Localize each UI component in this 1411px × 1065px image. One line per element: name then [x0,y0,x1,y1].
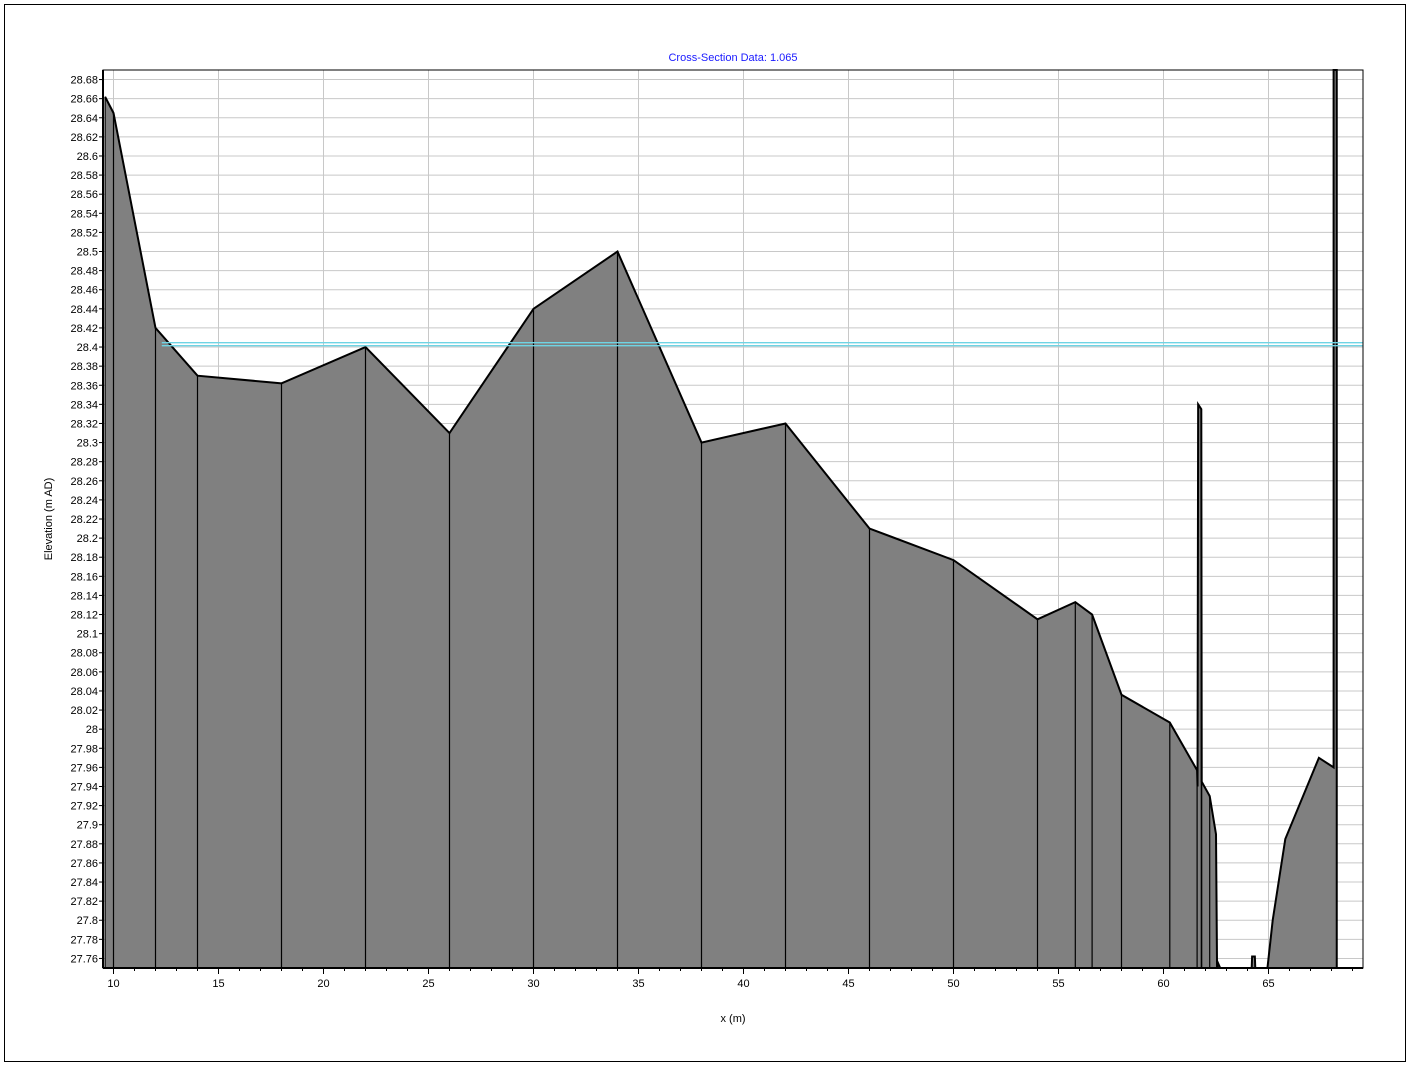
y-tick-label: 28.3 [77,438,98,450]
y-tick-label: 28.58 [70,170,98,182]
cross-section-outline [104,69,1338,969]
x-tick-label: 65 [1262,978,1274,990]
y-tick-label: 28.26 [70,476,98,488]
y-tick-label: 28.56 [70,189,98,201]
y-tick-label: 28.12 [70,610,98,622]
y-tick-label: 28.62 [70,132,98,144]
x-tick-label: 25 [422,978,434,990]
x-tick-label: 55 [1052,978,1064,990]
y-tick-label: 28.64 [70,113,98,125]
y-tick-label: 28.02 [70,705,98,717]
y-tick-label: 28.46 [70,285,98,297]
x-axis-label: x (m) [720,1013,745,1025]
y-tick-label: 28.5 [77,247,98,259]
x-tick-label: 15 [212,978,224,990]
y-tick-label: 28.04 [70,686,98,698]
y-tick-label: 27.9 [77,820,98,832]
y-tick-label: 28.2 [77,533,98,545]
x-tick-label: 20 [317,978,329,990]
x-tick-label: 40 [737,978,749,990]
y-tick-label: 27.82 [70,896,98,908]
x-tick-label: 45 [842,978,854,990]
y-tick-label: 28.44 [70,304,98,316]
y-tick-label: 28 [86,724,98,736]
x-tick-label: 60 [1157,978,1169,990]
y-tick-label: 28.08 [70,648,98,660]
y-tick-label: 28.06 [70,667,98,679]
y-tick-label: 28.42 [70,323,98,335]
y-tick-label: 28.18 [70,552,98,564]
y-tick-label: 27.76 [70,953,98,965]
x-tick-label: 10 [107,978,119,990]
y-tick-label: 28.16 [70,571,98,583]
y-tick-label: 28.28 [70,457,98,469]
water-level [161,342,1363,347]
x-axis-ticks: 10 15 20 25 30 35 40 45 50 55 60 65 [107,968,1353,990]
y-tick-label: 27.86 [70,858,98,870]
y-tick-label: 28.6 [77,151,98,163]
y-tick-label: 28.68 [70,75,98,87]
y-tick-label: 28.52 [70,227,98,239]
y-tick-label: 27.92 [70,801,98,813]
chart-title: Cross-Section Data: 1.065 [668,52,797,64]
y-tick-label: 27.84 [70,877,98,889]
y-tick-label: 28.32 [70,418,98,430]
y-tick-label: 28.66 [70,94,98,106]
y-axis-ticks: 28.68 28.66 28.64 28.62 28.6 28.58 28.56 28.54 2… [70,75,103,965]
x-tick-label: 50 [947,978,959,990]
y-tick-label: 28.24 [70,495,98,507]
y-tick-label: 28.54 [70,208,98,220]
y-tick-label: 28.48 [70,266,98,278]
cross-section-fill [105,70,1337,968]
x-tick-label: 35 [632,978,644,990]
y-tick-label: 27.88 [70,839,98,851]
cross-section-area [104,69,1338,969]
y-tick-label: 28.34 [70,399,98,411]
y-tick-label: 28.36 [70,380,98,392]
y-tick-label: 27.94 [70,781,98,793]
y-axis-label: Elevation (m AD) [43,478,55,561]
y-tick-label: 28.38 [70,361,98,373]
y-tick-label: 27.8 [77,915,98,927]
y-tick-label: 28.4 [77,342,98,354]
y-tick-label: 28.14 [70,590,98,602]
y-tick-label: 27.78 [70,934,98,946]
y-tick-label: 28.22 [70,514,98,526]
y-tick-label: 27.96 [70,762,98,774]
x-tick-label: 30 [527,978,539,990]
y-tick-label: 28.1 [77,629,98,641]
y-tick-label: 27.98 [70,743,98,755]
